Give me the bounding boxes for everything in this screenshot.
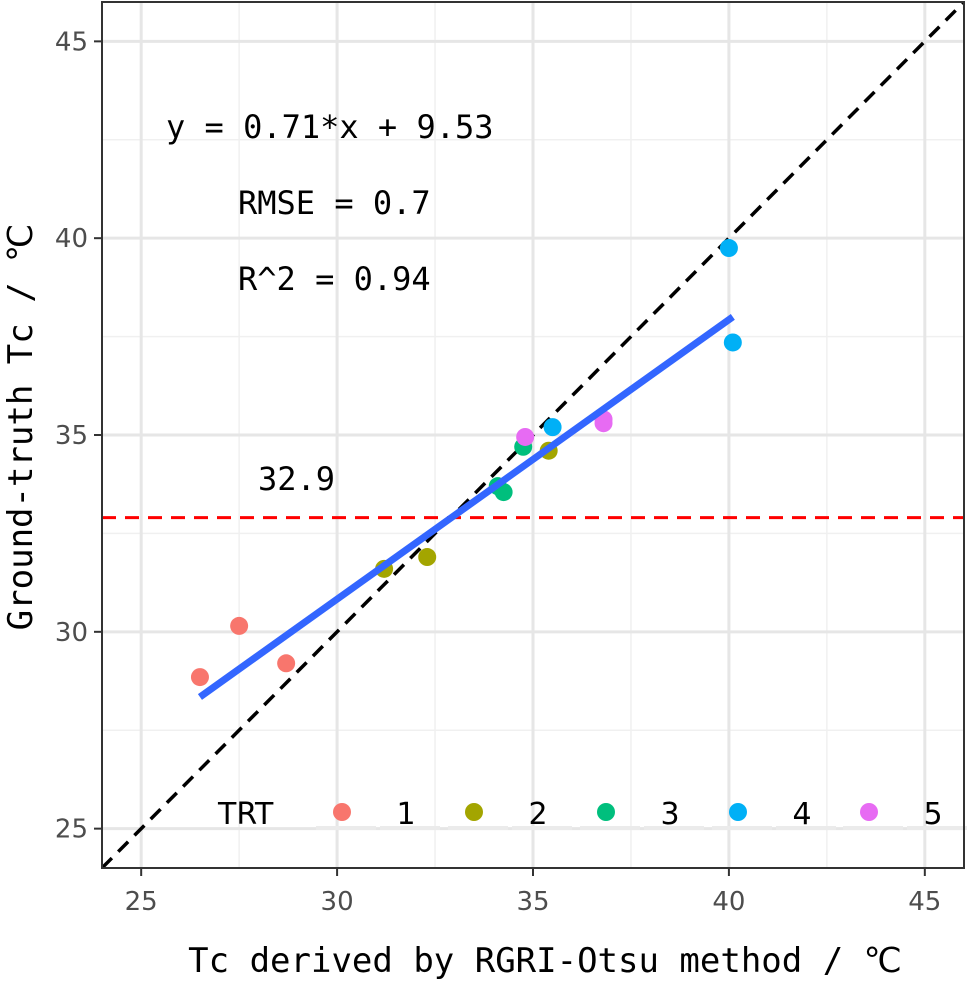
legend-label-trt-2: 2 bbox=[528, 797, 547, 832]
legend-key-trt-3 bbox=[597, 803, 615, 821]
legend-key-trt-5 bbox=[860, 803, 878, 821]
legend-key-trt-4 bbox=[729, 803, 747, 821]
data-point-trt-4 bbox=[543, 418, 562, 437]
x-tick-label: 30 bbox=[321, 887, 354, 917]
legend-label-trt-4: 4 bbox=[792, 797, 811, 832]
rmse-label: RMSE = 0.7 bbox=[238, 184, 431, 222]
y-tick-label: 40 bbox=[55, 224, 88, 254]
x-tick-label: 25 bbox=[125, 887, 158, 917]
annotations: y = 0.71*x + 9.53 RMSE = 0.7 R^2 = 0.94 … bbox=[166, 108, 494, 498]
y-tick-label: 35 bbox=[55, 421, 88, 451]
y-tick-label: 45 bbox=[55, 27, 88, 57]
fit-line-layer bbox=[197, 314, 735, 700]
data-point-trt-1 bbox=[277, 654, 296, 673]
threshold-label: 32.9 bbox=[258, 460, 335, 498]
legend-label-trt-5: 5 bbox=[923, 797, 942, 832]
y-tick-label: 25 bbox=[55, 815, 88, 845]
y-tick-label: 30 bbox=[55, 618, 88, 648]
x-tick-label: 45 bbox=[908, 887, 941, 917]
data-point-trt-5 bbox=[516, 427, 535, 446]
data-point-trt-2 bbox=[418, 548, 437, 567]
legend-title: TRT bbox=[217, 797, 274, 832]
data-point-trt-4 bbox=[723, 333, 742, 352]
x-axis-title: Tc derived by RGRI-Otsu method / ℃ bbox=[188, 941, 902, 981]
fit-line bbox=[197, 314, 735, 700]
y-axis-title: Ground-truth Tc / ℃ bbox=[1, 224, 41, 631]
legend-key-trt-2 bbox=[465, 803, 483, 821]
data-point-trt-1 bbox=[190, 668, 209, 687]
data-point-trt-1 bbox=[230, 616, 249, 635]
data-point-trt-4 bbox=[719, 239, 738, 258]
legend-key-trt-1 bbox=[333, 803, 351, 821]
legend-label-trt-1: 1 bbox=[396, 797, 415, 832]
legend-label-trt-3: 3 bbox=[660, 797, 679, 832]
data-point-trt-5 bbox=[594, 414, 613, 433]
legend: TRT 1 2 3 4 5 bbox=[217, 797, 967, 832]
r2-label: R^2 = 0.94 bbox=[238, 260, 431, 298]
x-tick-label: 35 bbox=[516, 887, 549, 917]
equation-label: y = 0.71*x + 9.53 bbox=[166, 108, 494, 146]
x-tick-label: 40 bbox=[712, 887, 745, 917]
